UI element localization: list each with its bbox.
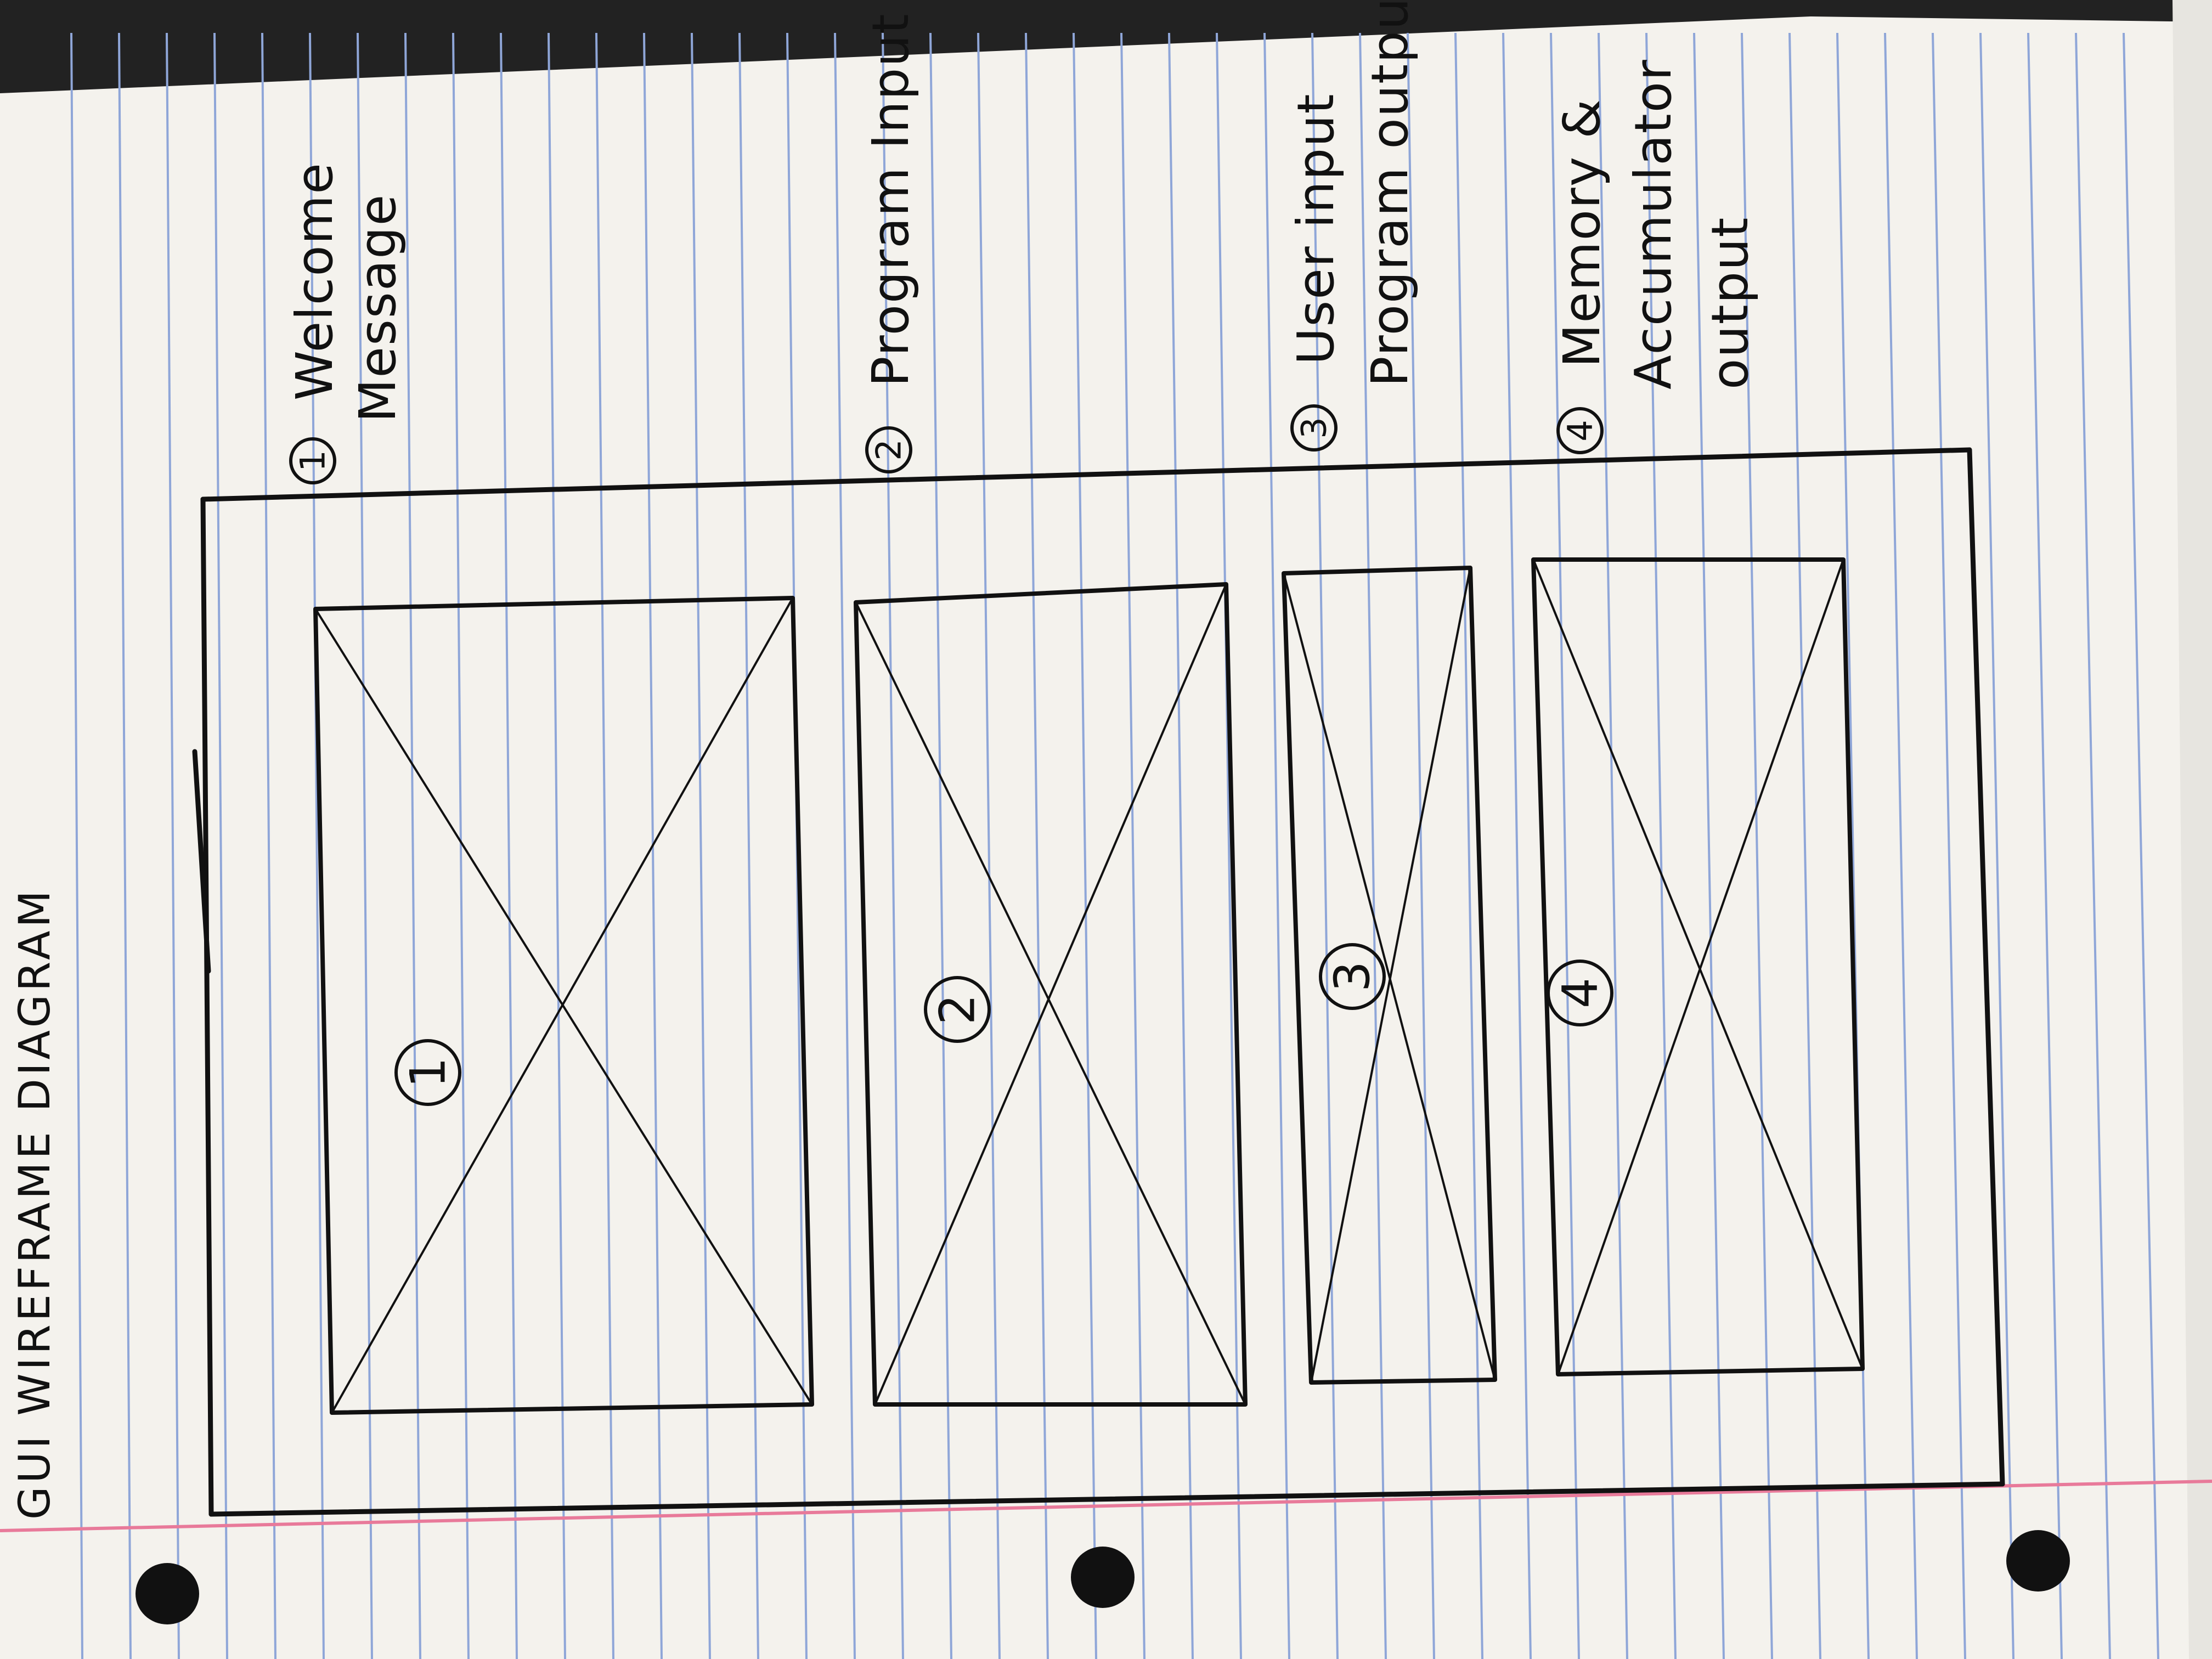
rule-line (548, 32, 566, 1659)
rule-line (1932, 32, 1966, 1659)
rule-line (1359, 32, 1387, 1659)
wireframe-box-4: 4 (1531, 557, 1865, 1376)
rule-line (1598, 32, 1628, 1659)
rule-line (1741, 32, 1773, 1659)
rule-line (1979, 32, 2015, 1659)
box-diagonal (1310, 567, 1471, 1383)
frame-bottom-edge (208, 1481, 2005, 1517)
box-number: 3 (1324, 961, 1381, 992)
rule-line (1645, 32, 1677, 1659)
rule-line (882, 32, 904, 1659)
rule-line (834, 32, 856, 1659)
rule-line (929, 32, 952, 1659)
rule-line (118, 32, 132, 1659)
rule-line (1454, 32, 1483, 1659)
rule-line (1073, 32, 1097, 1659)
punch-hole (2006, 1530, 2070, 1592)
box-number-circle (924, 976, 991, 1043)
note-number: 1 (293, 450, 333, 471)
note-4: 4 Memory & Accumulator output (1553, 59, 1759, 454)
note-2: 2 Program Input (861, 13, 920, 473)
frame-left-edge (200, 496, 214, 1517)
rule-line (166, 32, 180, 1659)
desk-corner-right (2172, 0, 2212, 1659)
box-number: 1 (400, 1057, 456, 1088)
wireframe-boxes: 1 2 3 4 (313, 557, 1865, 1415)
note-text-line: Program output (1361, 0, 1419, 387)
box-number: 4 (1552, 978, 1609, 1008)
rule-line (1693, 32, 1725, 1659)
rule-line (691, 32, 711, 1659)
rule-line (500, 32, 518, 1659)
frame-right-edge (1967, 447, 2005, 1487)
rule-line (261, 32, 276, 1659)
rule-line (1025, 32, 1049, 1659)
note-text-line: User input (1286, 93, 1345, 365)
wireframe-box-1: 1 (313, 596, 814, 1415)
box-diagonal (314, 608, 813, 1406)
wireframe-box-3: 3 (1282, 566, 1497, 1385)
note-text-line: Accumulator (1624, 59, 1683, 390)
rule-line (977, 32, 1001, 1659)
frame-top-edge (200, 447, 1972, 502)
note-number: 2 (869, 439, 909, 460)
rule-line (309, 32, 325, 1659)
margin-line (0, 1480, 2212, 1532)
rule-line (1168, 32, 1194, 1659)
rule-line (1884, 32, 1918, 1659)
outer-frame (192, 447, 2005, 1517)
box-diagonal (874, 584, 1227, 1405)
rule-line (1263, 32, 1290, 1659)
frame-stray-mark (192, 749, 211, 974)
diagram-title: GUI WIREFRAME DIAGRAM (10, 887, 60, 1520)
note-number-circle (289, 437, 336, 484)
box-number-circle (1547, 960, 1613, 1026)
desk-corner-top (0, 0, 2212, 93)
rule-line (213, 32, 228, 1659)
rule-line (1836, 32, 1870, 1659)
note-3: 3 User input Program output (1286, 0, 1419, 452)
box-number: 2 (929, 994, 986, 1025)
rule-line (1311, 32, 1339, 1659)
box-diagonal (1532, 559, 1864, 1369)
box-diagonal (1557, 559, 1844, 1375)
rule-line (1550, 32, 1580, 1659)
note-number-circle (1290, 404, 1338, 452)
rule-line (2027, 32, 2063, 1659)
rule-line (404, 32, 421, 1659)
box-number-circle (394, 1039, 461, 1106)
rule-line (452, 32, 470, 1659)
ruled-lines (70, 32, 2159, 1659)
rule-line (2075, 32, 2111, 1659)
rule-line (738, 32, 759, 1659)
note-text-line: Message (348, 194, 407, 422)
note-text-line: Welcome (285, 162, 344, 400)
punch-hole (136, 1563, 199, 1624)
box-diagonal (331, 597, 794, 1413)
rule-line (1120, 32, 1146, 1659)
wireframe-box-2: 2 (854, 582, 1248, 1407)
box-diagonal (855, 602, 1246, 1405)
punch-hole (1071, 1547, 1135, 1608)
rule-line (70, 32, 83, 1659)
rule-line (1788, 32, 1821, 1659)
note-1: 1 Welcome Message (285, 162, 407, 484)
box-number-circle (1319, 943, 1386, 1010)
note-number-circle (1556, 407, 1604, 454)
rule-line (595, 32, 614, 1659)
handwritten-text: GUI WIREFRAME DIAGRAM 1 Welcome Message 2 Pr… (10, 0, 1759, 1520)
rule-line (357, 32, 373, 1659)
note-text-line: output (1701, 217, 1759, 390)
rule-line (1502, 32, 1532, 1659)
note-number: 4 (1560, 420, 1600, 441)
note-text-line: Program Input (861, 13, 920, 387)
punch-holes (136, 1530, 2070, 1624)
rule-line (1407, 32, 1435, 1659)
rule-line (2123, 32, 2159, 1659)
note-number-circle (865, 426, 912, 473)
note-number: 3 (1294, 417, 1334, 438)
note-text-line: Memory & (1553, 98, 1611, 368)
